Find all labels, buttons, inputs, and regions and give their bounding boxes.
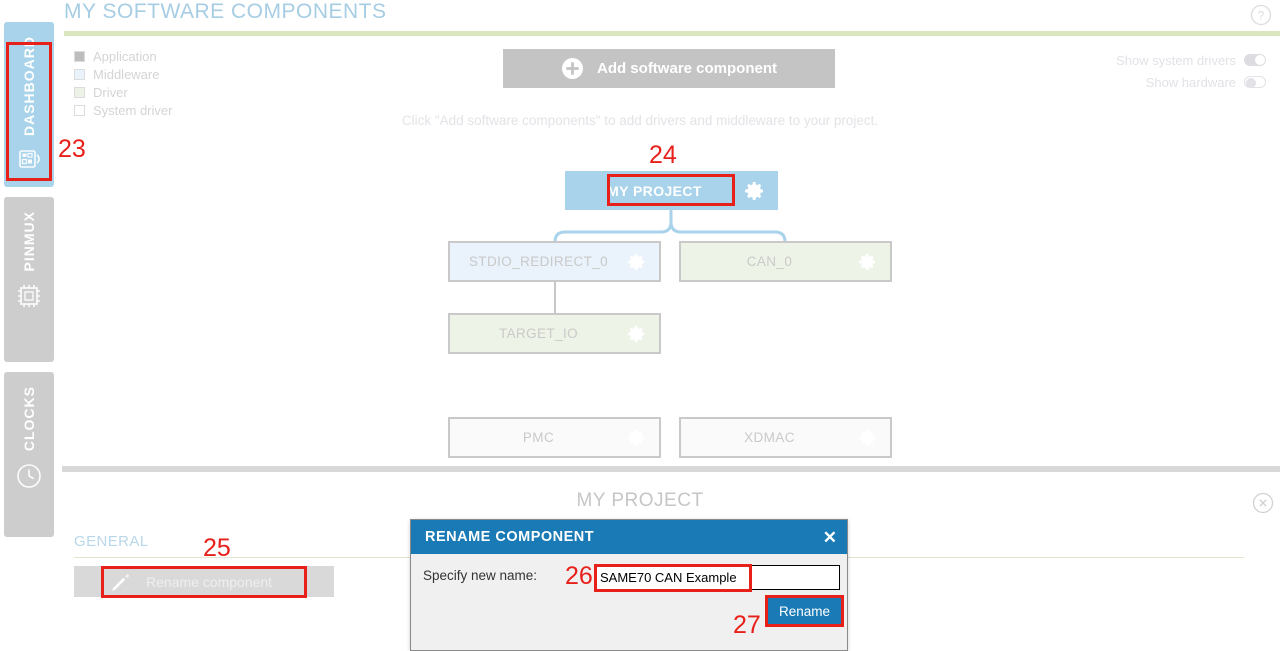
legend-item-middleware: Middleware — [74, 65, 172, 83]
legend-swatch — [74, 86, 85, 98]
gear-icon[interactable] — [627, 324, 647, 344]
tree-connectors — [553, 210, 787, 313]
svg-text:?: ? — [1258, 9, 1265, 23]
plus-circle-icon — [561, 57, 584, 80]
chip-icon — [14, 281, 44, 316]
tree-node-label: XDMAC — [744, 430, 795, 445]
pencil-icon — [110, 571, 132, 593]
tree-node-label: MY PROJECT — [607, 182, 702, 199]
legend-swatch — [74, 50, 85, 62]
component-tree: MY PROJECT STDIO_REDIRECT_0 CAN_0 TARGET… — [448, 171, 892, 458]
sidebar-item-clocks[interactable]: CLOCKS — [4, 372, 54, 537]
legend-swatch — [74, 68, 85, 80]
tree-node-my-project[interactable]: MY PROJECT — [565, 171, 778, 210]
view-toggles: Show system drivers Show hardware — [1116, 49, 1266, 93]
clock-icon — [14, 461, 44, 496]
component-type-legend: Application Middleware Driver System dri… — [74, 47, 172, 119]
toggle-knob — [1255, 55, 1265, 65]
tree-node-xdmac[interactable]: XDMAC — [679, 417, 892, 458]
title-divider — [64, 31, 1280, 36]
legend-label: Application — [93, 48, 157, 64]
gear-icon[interactable] — [858, 252, 878, 272]
toggle-switch[interactable] — [1244, 54, 1266, 66]
legend-label: Middleware — [93, 66, 160, 82]
rename-component-button[interactable]: Rename component — [74, 566, 334, 597]
toggle-knob — [1246, 78, 1256, 88]
empty-state-hint: Click "Add software components" to add d… — [401, 113, 879, 128]
toggle-show-system-drivers[interactable]: Show system drivers — [1116, 49, 1266, 71]
legend-label: System driver — [93, 102, 173, 118]
dashboard-icon — [16, 146, 42, 177]
tree-node-can-0[interactable]: CAN_0 — [679, 241, 892, 282]
add-software-component-button[interactable]: Add software component — [503, 49, 835, 88]
close-circle-icon[interactable] — [1252, 492, 1274, 514]
help-circle-icon[interactable]: ? — [1248, 2, 1274, 28]
rename-component-label: Rename component — [146, 573, 273, 590]
sidebar: DASHBOARD PINMUX — [0, 22, 56, 651]
sidebar-item-dashboard[interactable]: DASHBOARD — [4, 22, 54, 187]
legend-item-application: Application — [74, 47, 172, 65]
dialog-title: RENAME COMPONENT — [425, 529, 595, 545]
toggle-label: Show hardware — [1145, 74, 1236, 90]
sidebar-item-pinmux[interactable]: PINMUX — [4, 197, 54, 362]
rename-confirm-button[interactable]: Rename — [768, 598, 841, 624]
gear-icon[interactable] — [744, 180, 766, 202]
new-name-input[interactable] — [595, 565, 840, 590]
tree-node-label: PMC — [522, 430, 555, 445]
section-label-general: GENERAL — [74, 533, 149, 550]
close-icon[interactable]: ✕ — [822, 527, 837, 547]
gear-icon[interactable] — [627, 252, 647, 272]
panel-splitter[interactable] — [62, 466, 1280, 472]
tree-node-pmc[interactable]: PMC — [448, 417, 661, 458]
page-title: MY SOFTWARE COMPONENTS — [64, 0, 387, 23]
annotation-number-25: 25 — [203, 534, 231, 562]
toggle-show-hardware[interactable]: Show hardware — [1116, 71, 1266, 93]
gear-icon[interactable] — [627, 428, 647, 448]
legend-swatch — [74, 104, 85, 116]
legend-item-system-driver: System driver — [74, 101, 172, 119]
legend-item-driver: Driver — [74, 83, 172, 101]
add-software-component-label: Add software component — [596, 60, 777, 77]
panel-title: MY PROJECT — [576, 490, 704, 511]
tree-node-label: STDIO_REDIRECT_0 — [468, 254, 609, 269]
tree-node-target-io[interactable]: TARGET_IO — [448, 313, 661, 354]
tree-node-label: CAN_0 — [746, 254, 793, 269]
dialog-field-label: Specify new name: — [423, 568, 538, 583]
dialog-field-row: Specify new name: — [411, 554, 847, 583]
tree-node-label: TARGET_IO — [498, 326, 579, 341]
toggle-label: Show system drivers — [1116, 52, 1236, 68]
dialog-header: RENAME COMPONENT ✕ — [411, 520, 847, 554]
toggle-switch[interactable] — [1244, 76, 1266, 88]
tree-node-stdio-redirect-0[interactable]: STDIO_REDIRECT_0 — [448, 241, 661, 282]
legend-label: Driver — [93, 84, 128, 100]
gear-icon[interactable] — [858, 428, 878, 448]
